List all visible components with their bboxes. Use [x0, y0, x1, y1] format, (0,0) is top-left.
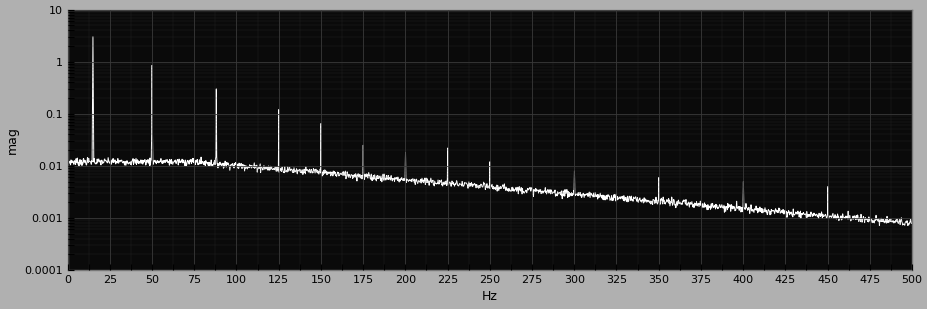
X-axis label: Hz: Hz [481, 290, 497, 303]
Y-axis label: mag: mag [6, 126, 19, 154]
